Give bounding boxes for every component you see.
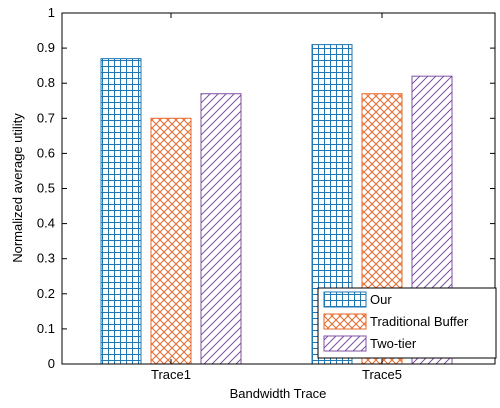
legend-swatch-two-tier bbox=[324, 336, 366, 351]
x-axis-title: Bandwidth Trace bbox=[230, 386, 327, 401]
y-tick-label: 0.2 bbox=[37, 286, 55, 301]
legend-label: Our bbox=[370, 292, 392, 307]
y-tick-label: 0.3 bbox=[37, 251, 55, 266]
legend: Our Traditional Buffer Two-tier bbox=[318, 288, 496, 358]
y-axis-title: Normalized average utility bbox=[10, 113, 25, 263]
y-tick-label: 0.6 bbox=[37, 145, 55, 160]
legend-swatch-our bbox=[324, 292, 366, 307]
y-tick-label: 0.9 bbox=[37, 40, 55, 55]
y-tick-label: 0.8 bbox=[37, 75, 55, 90]
bar-trace1-traditional-buffer bbox=[151, 118, 191, 364]
y-tick-label: 0.4 bbox=[37, 216, 55, 231]
legend-swatch-traditional-buffer bbox=[324, 314, 366, 329]
legend-label: Traditional Buffer bbox=[370, 314, 469, 329]
bar-trace1-our bbox=[101, 59, 141, 364]
y-tick-label: 0.5 bbox=[37, 181, 55, 196]
x-tick-label: Trace5 bbox=[362, 367, 402, 382]
bar-trace1-two-tier bbox=[201, 94, 241, 364]
y-tick-label: 0.7 bbox=[37, 110, 55, 125]
y-tick-label: 0 bbox=[48, 356, 55, 371]
legend-label: Two-tier bbox=[370, 336, 417, 351]
y-tick-label: 0.1 bbox=[37, 321, 55, 336]
y-tick-label: 1 bbox=[48, 5, 55, 20]
x-tick-label: Trace1 bbox=[151, 367, 191, 382]
